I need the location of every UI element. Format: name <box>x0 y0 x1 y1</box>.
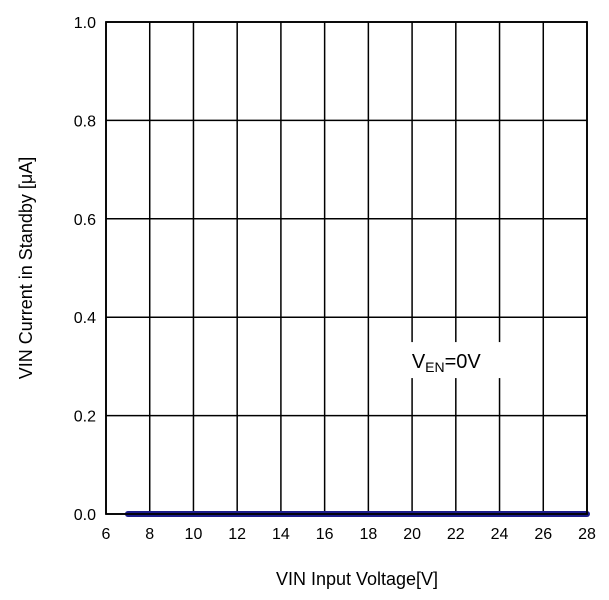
y-tick-label-1: 0.2 <box>74 409 96 426</box>
x-axis-label: VIN Input Voltage[V] <box>276 569 438 589</box>
x-tick-label-2: 10 <box>185 526 203 543</box>
plot-border <box>105 21 588 515</box>
x-tick-label-8: 22 <box>447 526 465 543</box>
x-tick-label-5: 16 <box>316 526 334 543</box>
x-tick-label-4: 14 <box>272 526 290 543</box>
y-tick-label-3: 0.6 <box>74 212 96 229</box>
x-tick-label-0: 6 <box>102 526 111 543</box>
annotation-background <box>407 342 514 379</box>
plot-frame <box>105 21 588 515</box>
x-tick-label-3: 12 <box>228 526 246 543</box>
annotation-subscript: EN <box>425 359 444 375</box>
x-tick-label-10: 26 <box>534 526 552 543</box>
x-tick-label-11: 28 <box>578 526 596 543</box>
y-tick-label-2: 0.4 <box>74 310 96 327</box>
y-tick-label-0: 0.0 <box>74 507 96 524</box>
y-tick-label-5: 1.0 <box>74 15 96 32</box>
x-tick-label-6: 18 <box>359 526 377 543</box>
y-tick-label-4: 0.8 <box>74 113 96 130</box>
annotation: VEN=0V <box>407 342 514 379</box>
x-tick-label-1: 8 <box>145 526 154 543</box>
grid <box>105 21 588 515</box>
annotation-main: V <box>412 351 426 373</box>
x-tick-label-7: 20 <box>403 526 421 543</box>
tick-labels: 6 8 10 12 14 16 18 20 22 24 26 28 0.0 0.2 0.4 0.6 0.8 1.0 <box>74 15 596 543</box>
annotation-text: VEN=0V <box>412 351 482 375</box>
annotation-suffix: =0V <box>445 351 482 373</box>
y-axis-label: VIN Current in Standby [μA] <box>16 157 36 379</box>
x-tick-label-9: 24 <box>491 526 509 543</box>
